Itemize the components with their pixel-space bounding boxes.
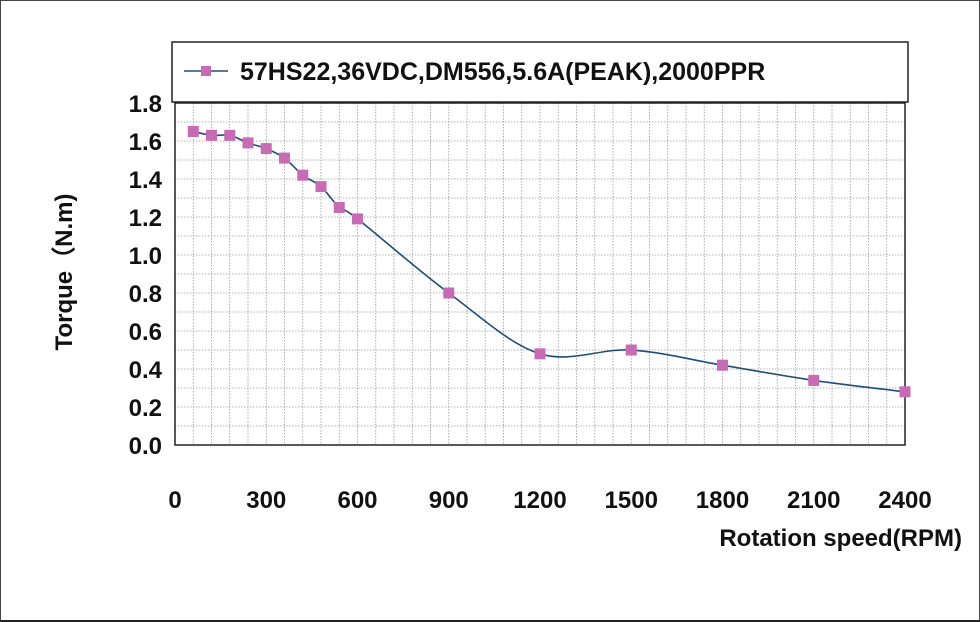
x-tick-label: 1500: [605, 487, 658, 514]
data-point-marker: [260, 143, 272, 155]
data-point-marker: [899, 386, 911, 398]
x-tick-label: 2100: [787, 487, 840, 514]
data-point-marker: [625, 344, 637, 356]
x-tick-label: 300: [246, 487, 286, 514]
y-tick-labels: 0.0 0.2 0.4 0.6 0.8 1.0 1.2 1.4 1.6 1.8: [129, 91, 163, 460]
legend-box: [171, 41, 909, 103]
data-point-marker: [717, 359, 728, 371]
y-tick-label: 1.2: [129, 205, 162, 232]
y-tick-label: 1.6: [129, 129, 162, 156]
y-tick-label: 0.2: [129, 395, 162, 422]
y-axis-title: Torque（N.m): [51, 194, 78, 351]
y-tick-label: 0.8: [129, 281, 162, 308]
x-tick-label: 600: [337, 487, 377, 514]
x-tick-label: 2400: [878, 487, 931, 514]
y-tick-label: 0.4: [129, 357, 163, 384]
x-tick-label: 0: [168, 487, 181, 514]
data-point-marker: [333, 202, 345, 213]
data-point-marker: [242, 137, 254, 149]
data-point-marker: [187, 126, 199, 137]
legend: 57HS22,36VDC,DM556,5.6A(PEAK),2000PPR: [171, 41, 909, 103]
y-tick-label: 0.6: [129, 319, 162, 346]
data-point-marker: [297, 169, 309, 181]
data-point-marker: [534, 348, 546, 360]
x-axis-title: Rotation speed(RPM): [719, 525, 962, 552]
x-tick-label: 1200: [513, 487, 566, 514]
legend-label: 57HS22,36VDC,DM556,5.6A(PEAK),2000PPR: [240, 58, 765, 86]
series-markers: [187, 126, 911, 398]
data-point-marker: [808, 374, 820, 386]
x-tick-labels: 0 300 600 900 1200 1500 1800 2100 2400: [168, 487, 931, 514]
data-point-marker: [224, 129, 236, 141]
grid: [175, 103, 905, 445]
plot-border: [174, 102, 906, 446]
data-point-marker: [206, 129, 217, 141]
x-tick-label: 1800: [696, 487, 749, 514]
data-point-marker: [443, 287, 455, 299]
y-tick-label: 1.0: [129, 243, 162, 270]
data-point-marker: [279, 152, 290, 164]
data-point-marker: [315, 181, 327, 193]
y-tick-label: 1.4: [129, 167, 163, 194]
legend-marker: [201, 66, 211, 76]
y-tick-label: 0.0: [129, 433, 162, 460]
y-tick-label: 1.8: [129, 91, 162, 118]
data-point-marker: [352, 213, 363, 225]
x-tick-label: 900: [429, 487, 469, 514]
